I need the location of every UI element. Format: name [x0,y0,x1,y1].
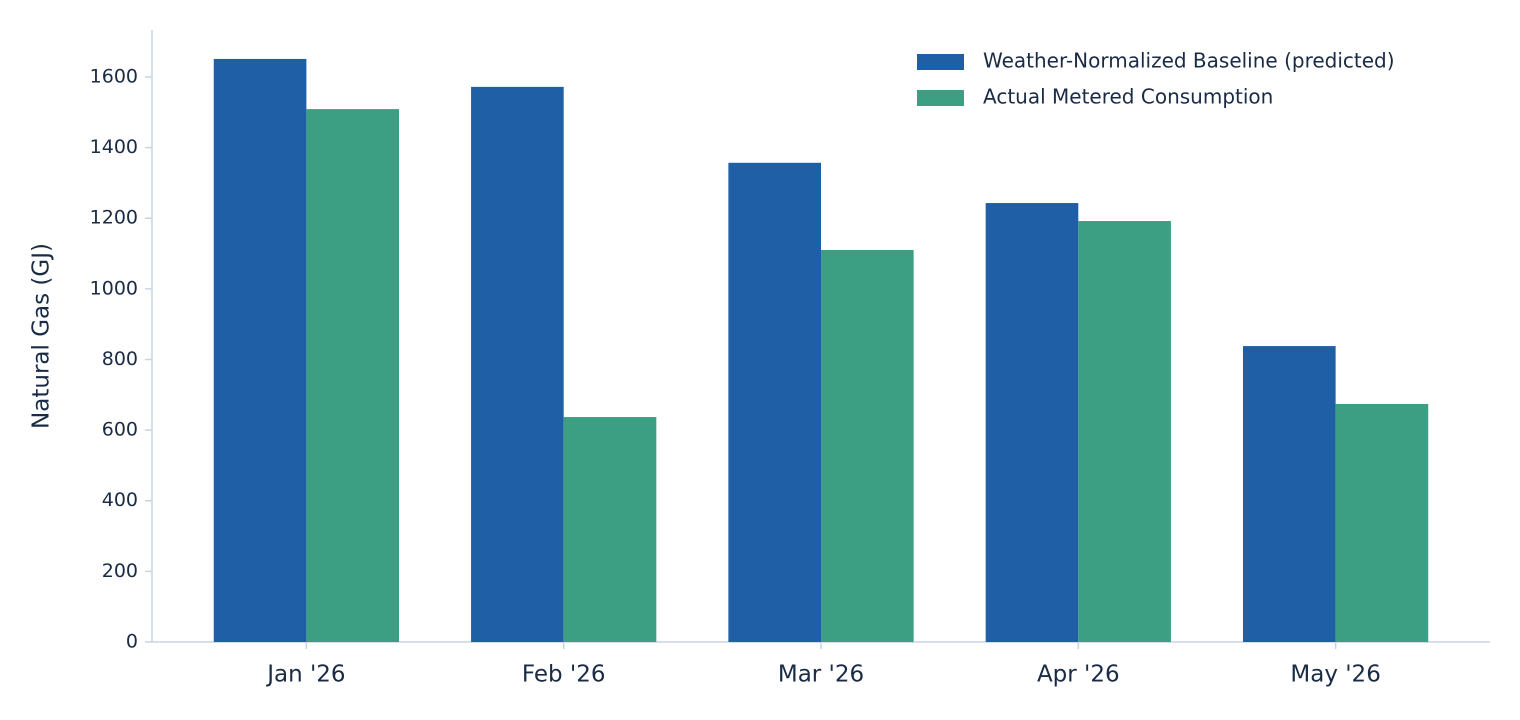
x-tick-label: Mar '26 [778,662,864,688]
bar [985,203,1079,643]
y-tick-label: 800 [102,348,138,370]
bar [213,58,307,642]
y-tick-label: 1400 [90,136,138,158]
bar [471,86,564,642]
bar [1335,403,1429,642]
y-tick-label: 0 [126,631,138,653]
x-tick-label: Jan '26 [265,662,345,688]
x-tick-label: Feb '26 [522,662,606,688]
y-tick-label: 400 [102,489,138,511]
legend-swatch [917,54,964,70]
y-tick-label: 1600 [90,65,138,87]
x-tick-label: Apr '26 [1037,662,1120,688]
bar [563,417,657,642]
legend-label: Actual Metered Consumption [983,85,1273,109]
bar [728,162,821,642]
y-tick-label: 600 [102,419,138,441]
bar [1242,346,1336,642]
y-axis-label: Natural Gas (GJ) [29,243,55,429]
y-tick-label: 1000 [90,277,138,299]
x-tick-label: May '26 [1290,662,1380,688]
bar [1078,221,1171,642]
y-tick-label: 1200 [90,207,138,229]
legend-label: Weather-Normalized Baseline (predicted) [983,49,1395,73]
legend-swatch [917,90,964,106]
bar [821,250,914,643]
bar [306,109,400,643]
y-tick-label: 200 [102,560,138,582]
